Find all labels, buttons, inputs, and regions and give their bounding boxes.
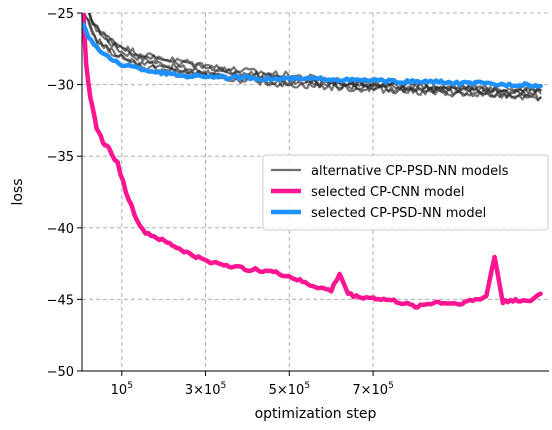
y-tick-label: −45: [47, 293, 74, 308]
x-axis-label: optimization step: [255, 406, 377, 422]
series-line: [82, 22, 543, 90]
legend: alternative CP-PSD-NN models selected CP-…: [262, 154, 549, 231]
y-axis-label: loss: [10, 178, 26, 205]
series-line: [82, 13, 542, 101]
x-tick-label: 5×105: [269, 381, 310, 398]
y-tick-label: −25: [47, 7, 74, 22]
legend-label: alternative CP-PSD-NN models: [311, 164, 509, 179]
axes: [81, 13, 549, 372]
series-line: [82, 13, 543, 310]
x-tick-label: 105: [111, 381, 133, 398]
y-tick-label: −35: [47, 150, 74, 165]
y-tick-label: −30: [47, 79, 74, 94]
x-tick-label: 7×105: [352, 381, 393, 398]
series-line: [88, 13, 542, 95]
plot-area: [82, 13, 543, 310]
y-tick-label: −40: [47, 222, 74, 237]
y-tick-label: −50: [47, 365, 74, 380]
legend-label: selected CP-CNN model: [311, 185, 464, 200]
legend-box: [262, 154, 549, 231]
x-tick-label: 3×105: [185, 381, 226, 398]
legend-label: selected CP-PSD-NN model: [311, 206, 486, 221]
ticks: −25 −30 −35 −40 −45 −50 105 3×105 5×105 7×105: [47, 7, 394, 398]
